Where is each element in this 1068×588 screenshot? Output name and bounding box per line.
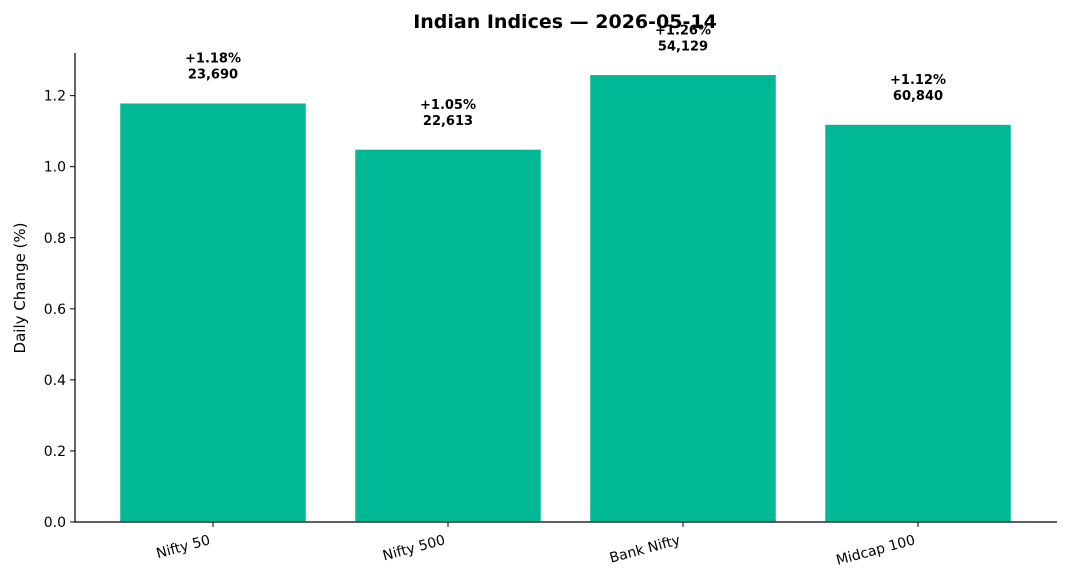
x-tick-label: Bank Nifty [608, 532, 682, 566]
bar-level-label: 54,129 [658, 39, 708, 54]
plot-area: +1.18%23,690 Nifty 50 +1.05%22,613 Nifty 50… [44, 23, 1057, 569]
bar-level-label: 22,613 [423, 114, 473, 129]
bar-value-label: +1.26% [655, 23, 711, 38]
bar [353, 148, 543, 523]
x-tick-label: Midcap 100 [834, 532, 917, 568]
x-tick-label: Nifty 50 [155, 532, 212, 562]
y-tick-label: 0.0 [44, 515, 66, 531]
y-tick-label: 0.2 [44, 444, 66, 460]
y-tick-label: 0.6 [44, 302, 66, 318]
y-axis-label: Daily Change (%) [11, 223, 29, 354]
bar-value-label: +1.18% [185, 52, 241, 67]
y-tick-label: 0.4 [44, 373, 66, 389]
x-tick-label: Nifty 500 [381, 532, 447, 564]
y-tick-label: 1.0 [44, 160, 66, 176]
chart-title: Indian Indices — 2026-05-14 [413, 11, 717, 33]
y-tick-label: 1.2 [44, 89, 66, 105]
bar-value-label: +1.05% [420, 98, 476, 113]
bar-value-label: +1.12% [890, 73, 946, 88]
bar-level-label: 60,840 [893, 89, 943, 104]
bar-level-label: 23,690 [188, 68, 238, 83]
y-tick-label: 0.8 [44, 231, 66, 247]
bar [588, 73, 778, 523]
bar [118, 101, 308, 523]
bar [823, 123, 1013, 523]
